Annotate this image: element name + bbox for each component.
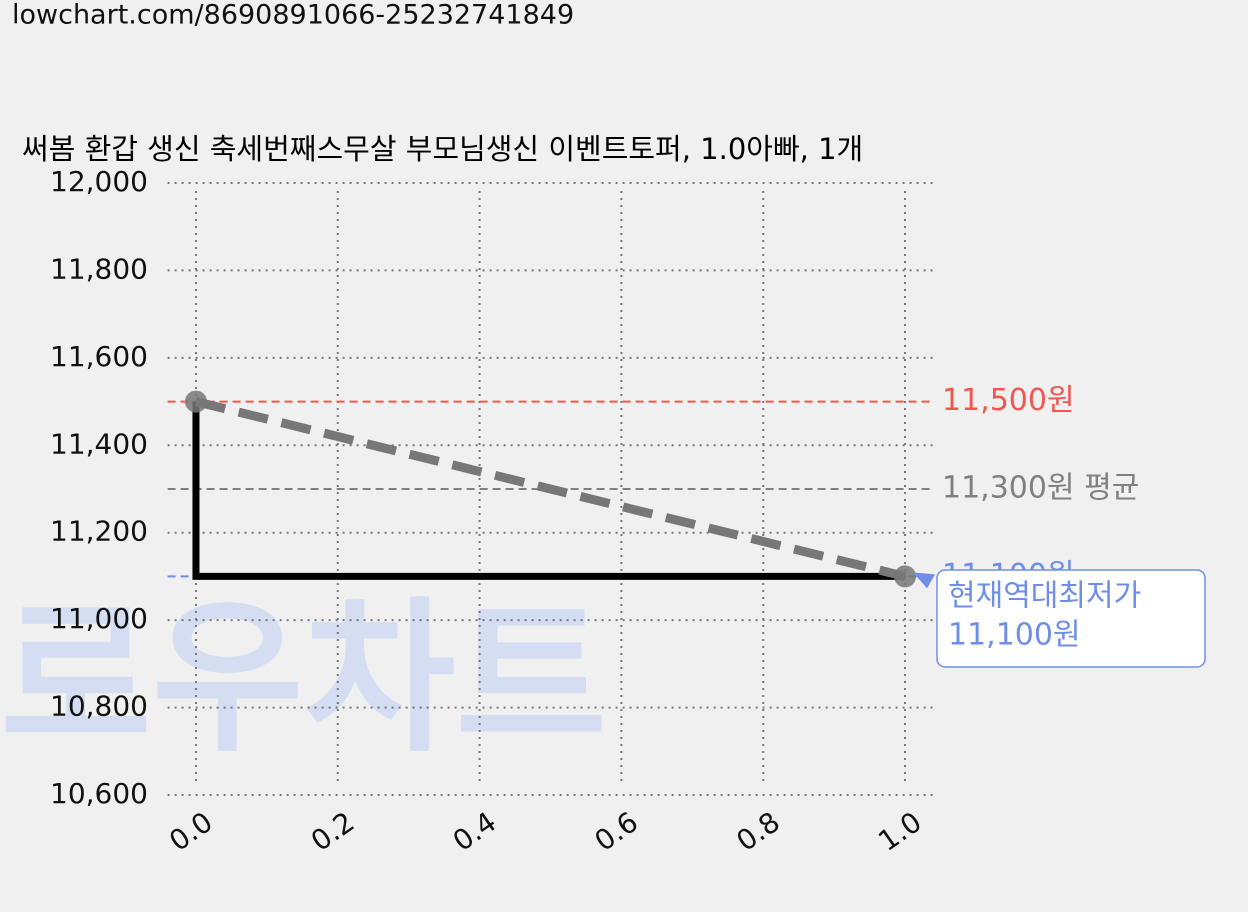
- y-tick-label: 12,000: [50, 165, 148, 198]
- y-tick-label: 11,400: [50, 427, 148, 460]
- point: [894, 565, 917, 588]
- series-line: [192, 401, 906, 580]
- annotation-text: 현재역대최저가: [948, 579, 1141, 614]
- url: lowchart.com/8690891066-25232741849: [12, 0, 574, 31]
- y-tick-label: 10,800: [50, 690, 148, 723]
- y-tick-label: 11,000: [50, 602, 148, 635]
- y-tick-label: 11,200: [50, 515, 148, 548]
- series-line: [194, 397, 907, 581]
- reference-label: 11,500원: [942, 383, 1075, 418]
- watermark: 로우차트: [0, 582, 607, 774]
- annotation-text: 11,100원: [948, 618, 1081, 653]
- annotation-box: [936, 569, 1206, 668]
- reference-label: 11,300원 평균: [942, 471, 1139, 506]
- point: [184, 390, 207, 413]
- y-tick-label: 11,800: [50, 252, 148, 285]
- chart-title: 써봄 환갑 생신 축세번째스무살 부모님생신 이벤트토퍼, 1.0아빠, 1개: [22, 132, 863, 166]
- y-tick-label: 11,600: [50, 340, 148, 373]
- y-tick-label: 10,600: [50, 777, 148, 810]
- annotation-arrow: [913, 572, 936, 589]
